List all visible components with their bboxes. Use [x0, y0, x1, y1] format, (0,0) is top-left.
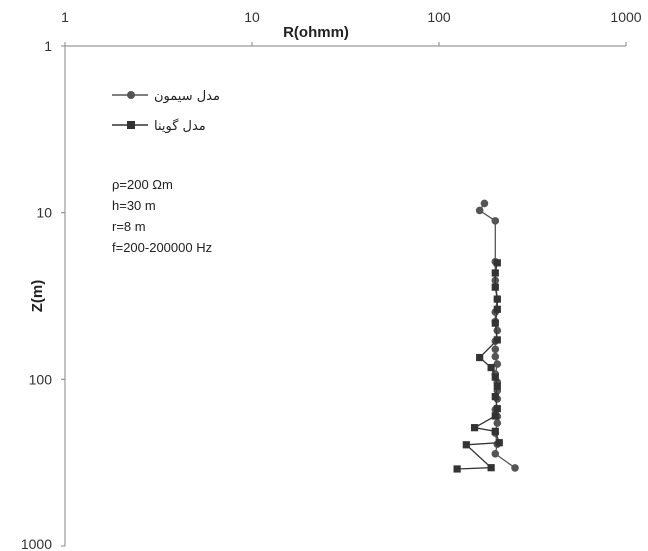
- data-point-square: [491, 427, 499, 435]
- x-axis-title: R(ohmm): [283, 24, 349, 41]
- legend: مدل سیمون مدل گوینا: [112, 89, 220, 134]
- data-point-square: [493, 382, 501, 390]
- data-point-circle: [493, 419, 502, 427]
- data-point-square: [453, 465, 461, 473]
- series-2: [453, 259, 503, 473]
- data-point-square: [491, 412, 499, 420]
- legend-label-series-2: مدل گوینا: [154, 118, 206, 134]
- note-resistivity: ρ=200 Ωm: [112, 177, 173, 192]
- data-point-circle: [493, 360, 502, 368]
- data-point-square: [462, 441, 470, 449]
- data-point-square: [493, 336, 501, 344]
- data-point-circle: [491, 345, 500, 354]
- note-spacing: r=8 m: [112, 219, 146, 234]
- y-tick-label: 10: [36, 205, 52, 221]
- legend-marker-series-2: [127, 121, 135, 129]
- data-point-square: [491, 269, 499, 277]
- x-tick-label: 1000: [610, 9, 641, 25]
- legend-marker-series-1: [127, 91, 135, 99]
- plot-frame: [64, 45, 626, 546]
- data-point-circle: [491, 450, 500, 458]
- data-point-circle: [480, 199, 489, 208]
- legend-item-series-2: مدل گوینا: [112, 118, 206, 134]
- data-point-square: [493, 305, 501, 313]
- data-point-square: [491, 373, 499, 381]
- y-tick-label: 1000: [21, 536, 52, 551]
- note-thickness: h=30 m: [112, 198, 156, 213]
- note-frequency: f=200-200000 Hz: [112, 240, 212, 255]
- data-point-square: [470, 424, 479, 432]
- data-point-square: [493, 405, 501, 413]
- data-point-square: [495, 439, 503, 447]
- data-point-circle: [491, 217, 500, 225]
- data-point-square: [487, 363, 495, 372]
- data-point-square: [487, 464, 495, 472]
- data-point-square: [491, 283, 499, 291]
- x-tick-label: 10: [244, 9, 260, 25]
- legend-item-series-1: مدل سیمون: [112, 89, 220, 104]
- x-axis-ticks: 1 10 100 1000: [61, 9, 642, 46]
- data-point-square: [493, 259, 501, 267]
- series-layer: [453, 199, 519, 473]
- x-tick-label: 100: [427, 9, 451, 25]
- legend-label-series-1: مدل سیمون: [154, 89, 220, 104]
- y-axis-title: Z(m): [29, 280, 46, 313]
- data-point-square: [476, 353, 484, 362]
- data-point-circle: [493, 326, 502, 335]
- data-point-square: [491, 319, 499, 327]
- y-tick-label: 100: [29, 371, 53, 387]
- data-point-circle: [475, 206, 484, 215]
- data-point-square: [493, 295, 501, 303]
- y-tick-label: 1: [44, 38, 52, 54]
- parameter-notes: ρ=200 Ωm h=30 m r=8 m f=200-200000 Hz: [112, 177, 212, 255]
- y-axis-ticks: 1 10 100 1000: [21, 38, 65, 551]
- data-point-circle: [491, 352, 500, 361]
- data-point-circle: [511, 464, 519, 472]
- x-tick-label: 1: [61, 9, 69, 25]
- data-point-square: [491, 393, 499, 401]
